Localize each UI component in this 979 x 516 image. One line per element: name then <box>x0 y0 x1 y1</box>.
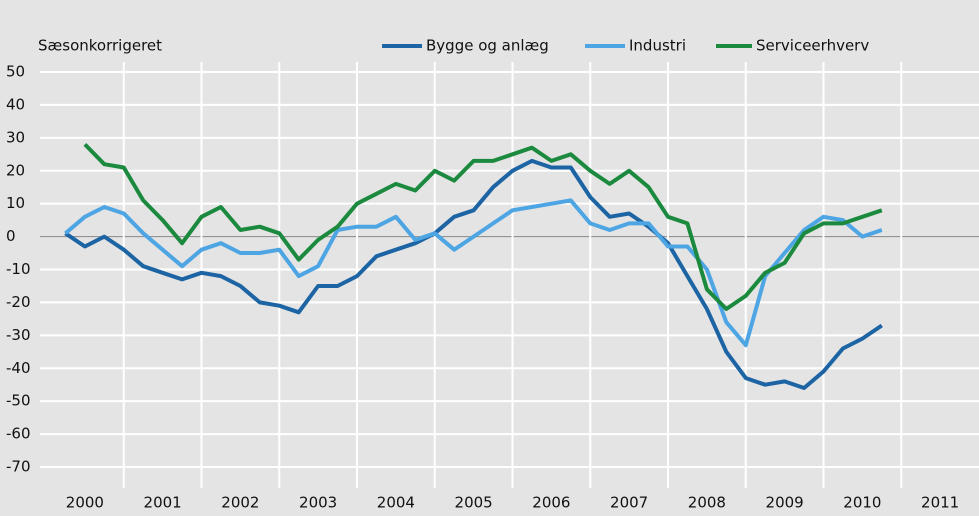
legend-label: Industri <box>629 37 686 55</box>
x-tick-label: 2008 <box>688 494 726 512</box>
legend-label: Serviceerhverv <box>756 37 869 55</box>
annotation: Sæsonkorrigeret <box>38 37 162 55</box>
x-tick-label: 2003 <box>299 494 337 512</box>
series-line <box>64 198 883 348</box>
x-tick-label: 2007 <box>610 494 648 512</box>
y-tick-label: -70 <box>6 458 31 476</box>
y-tick-label: 40 <box>6 95 25 113</box>
y-tick-label: -30 <box>6 326 31 344</box>
x-tick-label: 2002 <box>221 494 259 512</box>
x-tick-label: 2001 <box>144 494 182 512</box>
series-line <box>83 143 883 311</box>
x-tick-label: 2006 <box>532 494 570 512</box>
y-tick-label: 50 <box>6 63 25 81</box>
x-tick-label: 2000 <box>66 494 104 512</box>
y-tick-label: 0 <box>6 227 16 245</box>
x-tick-label: 2009 <box>766 494 804 512</box>
y-tick-label: -60 <box>6 425 31 443</box>
y-tick-label: 20 <box>6 161 25 179</box>
legend-label: Bygge og anlæg <box>426 37 549 55</box>
y-tick-label: 30 <box>6 128 25 146</box>
series-line <box>64 158 883 390</box>
y-tick-label: -20 <box>6 293 31 311</box>
x-tick-label: 2004 <box>377 494 415 512</box>
x-tick-label: 2011 <box>921 494 959 512</box>
x-tick-label: 2010 <box>843 494 881 512</box>
y-tick-label: -50 <box>6 392 31 410</box>
y-tick-label: -40 <box>6 359 31 377</box>
x-tick-label: 2005 <box>455 494 493 512</box>
y-tick-label: 10 <box>6 194 25 212</box>
y-tick-label: -10 <box>6 260 31 278</box>
